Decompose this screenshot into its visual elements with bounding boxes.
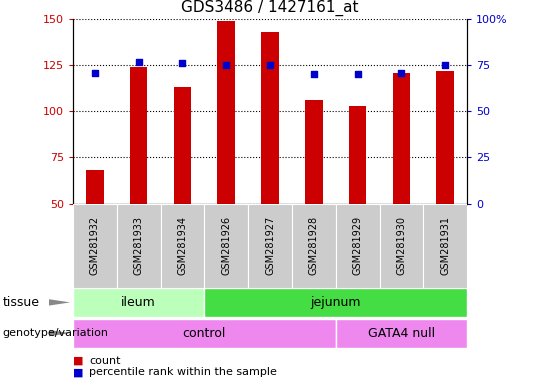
Bar (160, 204, 204, 288)
Text: GSM281932: GSM281932 (90, 216, 100, 275)
Text: percentile rank within the sample: percentile rank within the sample (89, 367, 277, 377)
Point (353, 71, 362, 78)
Text: GSM281928: GSM281928 (309, 216, 319, 275)
Bar (218, 21, 235, 204)
Bar (292, 204, 336, 288)
Point (397, 70, 406, 76)
Bar (73, 288, 204, 317)
Bar (436, 71, 454, 204)
Point (309, 71, 318, 78)
Text: GSM281926: GSM281926 (221, 216, 231, 275)
Text: jejunum: jejunum (310, 296, 361, 309)
Bar (73, 319, 336, 348)
Polygon shape (49, 299, 70, 306)
Point (222, 62, 231, 68)
Bar (349, 106, 366, 204)
Bar (336, 204, 380, 288)
Bar (423, 204, 467, 288)
Bar (204, 288, 467, 317)
Point (441, 62, 449, 68)
Text: ■: ■ (73, 367, 83, 377)
Text: tissue: tissue (3, 296, 40, 309)
Point (91, 70, 99, 76)
Point (178, 60, 187, 66)
Text: control: control (183, 327, 226, 339)
Bar (73, 204, 117, 288)
Text: count: count (89, 356, 120, 366)
Text: ■: ■ (73, 356, 83, 366)
Text: GSM281933: GSM281933 (133, 216, 144, 275)
Bar (117, 204, 160, 288)
Bar (130, 67, 147, 204)
Bar (204, 204, 248, 288)
Text: GSM281927: GSM281927 (265, 216, 275, 275)
Bar (393, 73, 410, 204)
Bar (305, 100, 322, 204)
Text: GSM281930: GSM281930 (396, 216, 407, 275)
Title: GDS3486 / 1427161_at: GDS3486 / 1427161_at (181, 0, 359, 17)
Text: GSM281931: GSM281931 (440, 216, 450, 275)
Bar (248, 204, 292, 288)
Text: ileum: ileum (121, 296, 156, 309)
Polygon shape (49, 330, 70, 336)
Bar (336, 319, 467, 348)
Text: genotype/variation: genotype/variation (3, 328, 109, 338)
Point (134, 58, 143, 65)
Bar (261, 32, 279, 204)
Text: GATA4 null: GATA4 null (368, 327, 435, 339)
Point (266, 62, 274, 68)
Bar (174, 88, 191, 204)
Text: GSM281929: GSM281929 (353, 216, 362, 275)
Bar (86, 170, 104, 204)
Text: GSM281934: GSM281934 (178, 216, 187, 275)
Bar (380, 204, 423, 288)
